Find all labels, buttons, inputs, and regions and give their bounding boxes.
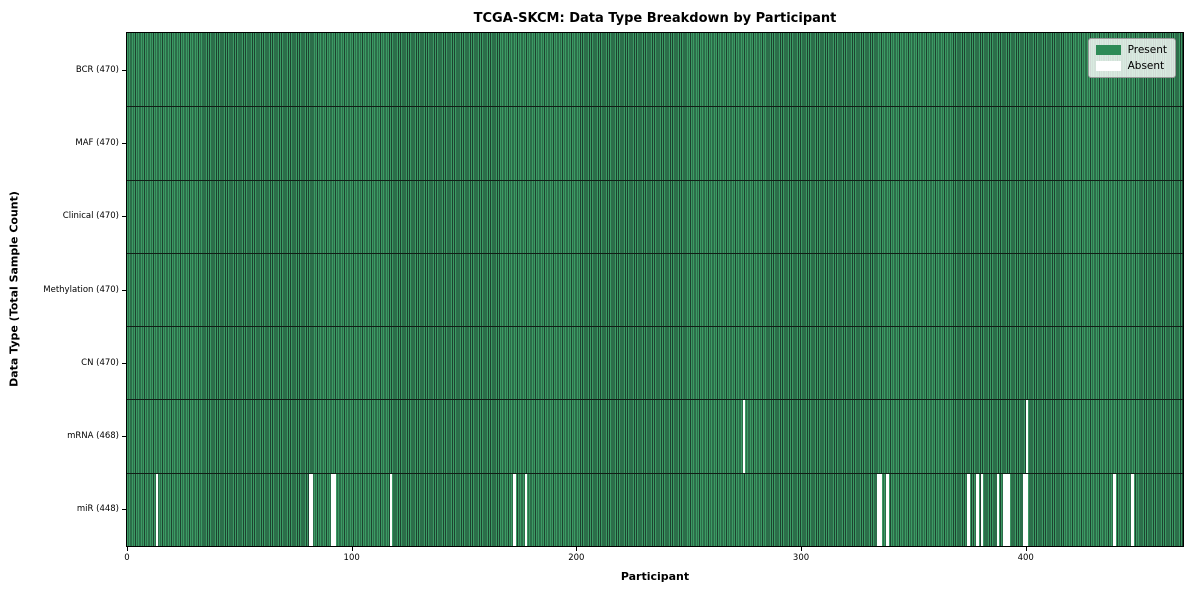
y-tick-label-miR: miR (448) [76,504,119,515]
absent-swatch [1095,61,1121,71]
row-divider [127,399,1183,401]
absent-mark-miR-374 [967,473,970,546]
legend: Present Absent [1087,38,1176,78]
y-tick-mark [122,362,126,364]
x-tick-label-0: 0 [124,553,130,563]
x-tick-label-100: 100 [343,553,360,563]
x-tick-mark [576,547,578,551]
absent-mark-miR-392 [1007,473,1010,546]
y-tick-label-mRNA: mRNA (468) [67,431,119,442]
absent-mark-miR-172 [513,473,516,546]
absent-mark-miR-439 [1113,473,1116,546]
x-tick-mark [351,547,353,551]
absent-mark-miR-177 [524,473,527,546]
absent-mark-miR-335 [879,473,882,546]
x-tick-mark [127,547,128,551]
row-divider [127,472,1183,474]
absent-mark-miR-391 [1005,473,1008,546]
absent-mark-miR-447 [1131,473,1134,546]
x-tick-mark [1025,547,1027,551]
y-tick-label-Clinical: Clinical (470) [62,211,119,222]
y-tick-mark [122,69,126,71]
row-divider [127,326,1183,328]
absent-mark-miR-399 [1023,473,1026,546]
absent-mark-miR-387 [996,473,999,546]
absent-mark-miR-400 [1025,473,1028,546]
absent-mark-miR-378 [976,473,979,546]
absent-mark-miR-81 [308,473,312,546]
chart-title: TCGA-SKCM: Data Type Breakdown by Partic… [473,11,837,26]
x-tick-label-300: 300 [792,553,810,563]
absent-mark-miR-117 [389,473,393,546]
absent-mark-mRNA-274 [742,400,745,473]
x-tick-mark [801,547,803,551]
absent-mark-mRNA-400 [1025,400,1028,473]
legend-label-absent: Absent [1127,60,1165,72]
absent-mark-miR-13 [156,473,159,546]
y-tick-label-CN: CN (470) [81,357,119,368]
y-tick-mark [122,436,126,438]
absent-mark-miR-91 [331,473,334,546]
absent-mark-miR-334 [877,473,880,546]
row-divider [127,252,1183,254]
present-swatch [1095,45,1121,55]
y-tick-label-MAF: MAF (470) [75,137,119,148]
y-tick-mark [122,216,126,218]
x-tick-label-200: 200 [568,553,585,563]
absent-mark-miR-82 [311,473,314,546]
row-divider [127,106,1183,108]
absent-mark-miR-380 [980,473,984,546]
y-tick-mark [122,289,126,291]
y-tick-label-Methylation: Methylation (470) [43,284,119,295]
legend-item-present: Present [1095,44,1167,56]
plot-area: Present Absent [126,32,1184,547]
absent-mark-miR-338 [886,473,889,546]
y-tick-label-BCR: BCR (470) [75,64,119,75]
y-tick-mark [122,142,126,144]
x-tick-label-400: 400 [1017,553,1034,563]
x-axis-label: Participant [620,570,690,583]
absent-mark-miR-390 [1003,473,1006,546]
legend-item-absent: Absent [1095,60,1167,72]
legend-label-present: Present [1127,44,1167,56]
y-tick-mark [122,509,126,511]
absent-mark-miR-92 [333,473,336,546]
row-divider [127,179,1183,181]
